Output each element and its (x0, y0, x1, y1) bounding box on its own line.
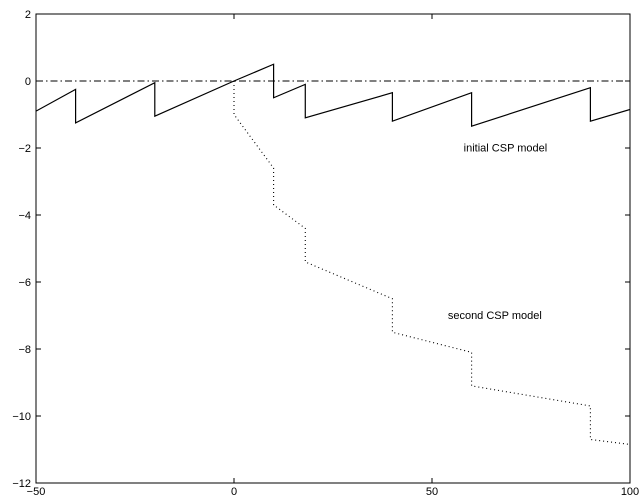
y-tick-label: −10 (12, 411, 31, 423)
y-tick-label: −8 (18, 344, 31, 356)
x-tick-label: 0 (231, 486, 237, 498)
y-tick-label: 0 (25, 76, 31, 88)
plot-frame (35, 13, 631, 484)
y-tick-label: 2 (25, 9, 31, 21)
second-csp-series-line (233, 81, 630, 446)
x-tick-label: 50 (426, 486, 438, 498)
annotations: initial CSP model second CSP model (448, 142, 547, 322)
series-layer (36, 63, 630, 446)
annotation-label: initial CSP model (464, 142, 548, 154)
x-tick-label: −50 (27, 486, 46, 498)
annotation-label: second CSP model (448, 310, 542, 322)
axes: −50 0 50 100 2 0 −2 −4 −6 −8 −10 −12 (12, 9, 639, 498)
x-tick-label: 100 (621, 486, 639, 498)
initial-csp-series-line (36, 63, 630, 128)
y-tick-label: −2 (18, 143, 31, 155)
y-tick-label: −6 (18, 277, 31, 289)
y-tick-label: −4 (18, 210, 31, 222)
y-tick-label: −12 (12, 478, 31, 490)
